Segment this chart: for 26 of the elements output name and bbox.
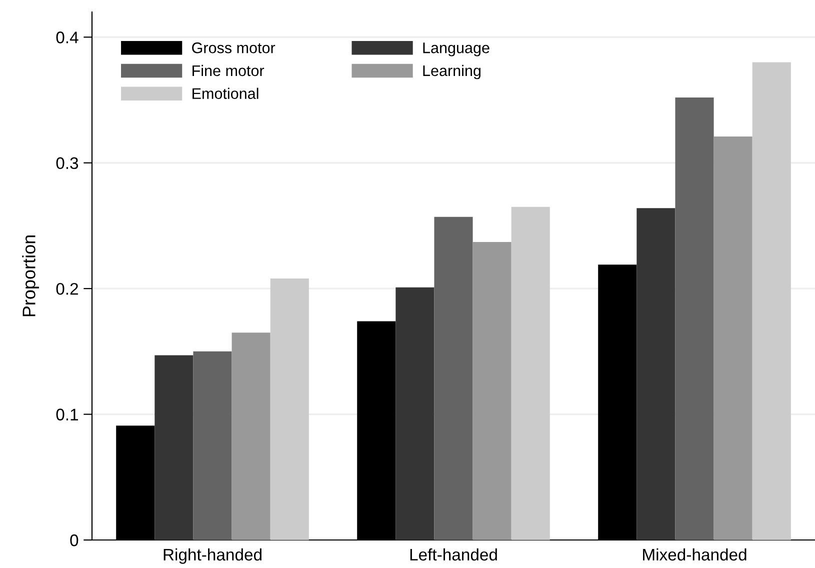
bar bbox=[636, 208, 676, 540]
x-tick-label: Right-handed bbox=[164, 548, 262, 564]
x-tick-label: Left-handed bbox=[410, 548, 497, 561]
bar bbox=[396, 287, 434, 540]
legend-label: Fine motor bbox=[192, 64, 264, 76]
bar bbox=[675, 97, 714, 540]
y-axis-title: Proportion bbox=[22, 236, 39, 316]
bar bbox=[232, 332, 270, 540]
y-tick-label: 0 bbox=[70, 534, 78, 546]
bar bbox=[752, 62, 791, 540]
legend-label: Language bbox=[423, 42, 490, 56]
bar bbox=[270, 278, 309, 540]
y-tick-label: 0.2 bbox=[56, 282, 78, 295]
legend-label: Gross motor bbox=[192, 42, 276, 54]
y-tick-label: 0.4 bbox=[56, 32, 78, 44]
bar bbox=[714, 136, 752, 540]
bar bbox=[434, 216, 473, 540]
x-tick-label: Mixed-handed bbox=[643, 548, 746, 561]
y-tick-label: 0.1 bbox=[56, 408, 78, 420]
bar bbox=[154, 355, 194, 540]
bar bbox=[193, 351, 232, 540]
legend-label: Learning bbox=[423, 64, 480, 80]
legend-label: Emotional bbox=[192, 88, 258, 100]
y-tick-label: 0.3 bbox=[56, 157, 78, 170]
bar bbox=[511, 206, 550, 540]
bar bbox=[472, 242, 512, 540]
